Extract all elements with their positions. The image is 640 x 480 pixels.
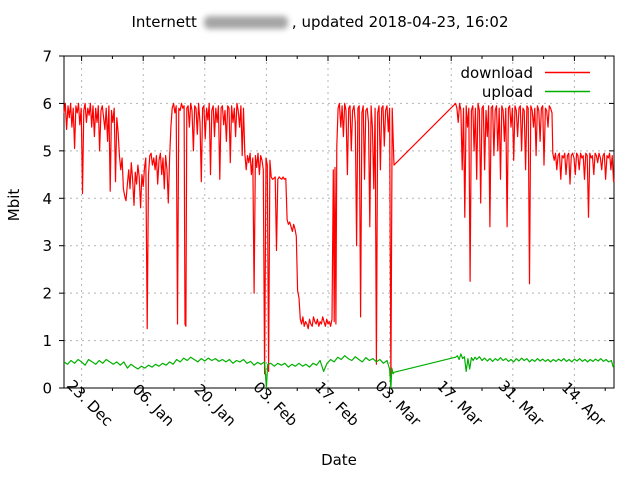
x-tick-label: 23. Dec	[63, 376, 116, 429]
chart-title: Internett , updated 2018-04-23, 16:02	[0, 13, 640, 31]
y-tick-label: 3	[42, 237, 52, 255]
download-series-line	[63, 102, 615, 387]
y-tick-label: 6	[42, 95, 52, 113]
legend-label-upload: upload	[482, 83, 533, 101]
x-tick-label: 03. Mar	[372, 377, 426, 431]
title-suffix: , updated 2018-04-23, 16:02	[291, 13, 509, 31]
plot-border	[63, 55, 615, 389]
y-axis-title: Mbit	[5, 189, 23, 222]
upload-series-line	[63, 353, 615, 389]
x-tick-label: 17. Mar	[433, 377, 487, 431]
x-tick-label: 03. Feb	[250, 378, 302, 430]
x-axis-title: Date	[321, 451, 357, 469]
redacted-hostname-blur	[203, 15, 288, 29]
x-tick-label: 14. Apr	[558, 379, 610, 431]
title-prefix: Internett	[131, 13, 197, 31]
x-tick-label: 17. Feb	[311, 378, 363, 430]
y-tick-label: 0	[42, 380, 52, 398]
y-tick-label: 7	[42, 48, 52, 66]
y-tick-label: 4	[42, 190, 52, 208]
x-tick-label: 31. Mar	[495, 377, 549, 431]
y-tick-label: 2	[42, 285, 52, 303]
legend-label-download: download	[460, 64, 533, 82]
y-tick-label: 1	[42, 332, 52, 350]
y-tick-label: 5	[42, 142, 52, 160]
